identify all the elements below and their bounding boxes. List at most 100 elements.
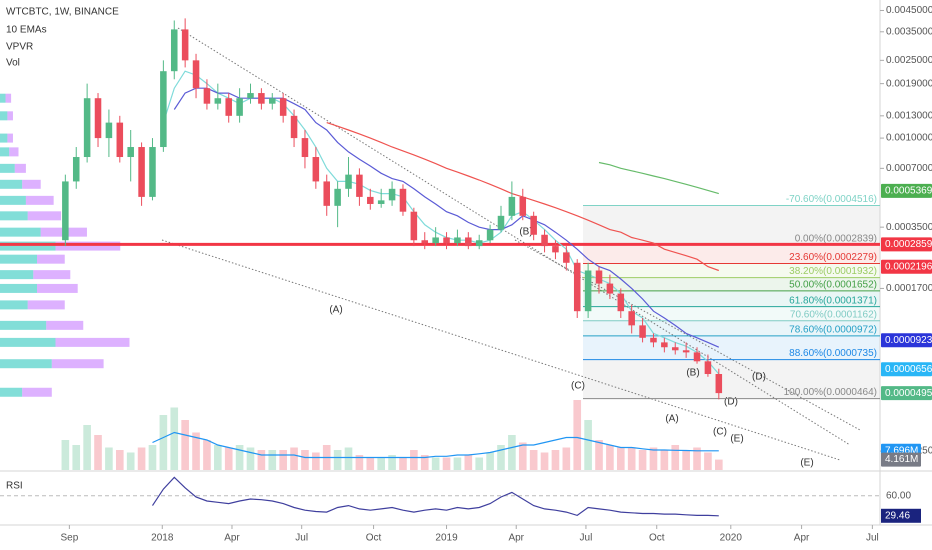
volume-bar (671, 445, 680, 470)
candle-body (628, 311, 635, 326)
volume-bar (649, 447, 658, 470)
volume-bar (584, 420, 592, 470)
symbol-title: WTCBTC, 1W, BINANCE (6, 7, 119, 18)
price-tag-label: 0.0002859 (885, 239, 932, 250)
vpvr-down (22, 179, 41, 189)
candle-body (410, 211, 418, 241)
candle-body (356, 174, 363, 197)
price-tag-label: 0.0000656 (885, 364, 932, 375)
price-tag (881, 183, 932, 198)
vpvr-down (7, 111, 13, 121)
volume-bar (704, 452, 712, 470)
vpvr-down (27, 211, 62, 221)
volume-bar (377, 457, 385, 470)
volume-bar (464, 455, 473, 470)
x-tick-label: Apr (224, 533, 240, 544)
vpvr-down (51, 359, 104, 369)
volume-bar (344, 447, 353, 470)
vpvr-up (0, 163, 15, 173)
candle-body (432, 237, 439, 244)
volume-bar (518, 442, 527, 470)
vpvr-up (0, 359, 52, 369)
candle-body (345, 174, 352, 189)
candle-body (94, 98, 102, 139)
wave-label: (C) (571, 381, 585, 392)
x-tick-label: 2019 (435, 533, 458, 544)
vpvr-up (0, 179, 23, 189)
y-tick-label: 0.0013000 (886, 110, 932, 121)
candle-body (639, 325, 646, 338)
volume-bar (638, 450, 647, 470)
volume-bar (595, 440, 603, 470)
rsi-title: RSI (6, 481, 23, 492)
volume-bar (312, 452, 320, 470)
volume-bar (355, 455, 364, 470)
indicator-name: VPVR (6, 42, 33, 53)
volume-bar (551, 450, 560, 470)
fib-band (583, 290, 880, 307)
y-tick-label: 0.0001700 (886, 283, 932, 294)
rsi-tag (881, 508, 921, 523)
candle-body (606, 283, 614, 294)
candle-body (584, 270, 592, 312)
wave-label: (E) (800, 458, 813, 469)
candle-body (192, 60, 200, 89)
volume-bar (301, 450, 309, 470)
price-tag-label: 4.161M (885, 454, 918, 465)
volume-bar (268, 450, 277, 470)
fib-label: 38.20%(0.0001932) (789, 266, 877, 277)
vpvr-up (0, 133, 8, 143)
vpvr-down (37, 254, 65, 264)
vpvr-up (0, 337, 56, 347)
candle-body (617, 293, 625, 312)
candle-body (530, 215, 537, 235)
volume-bar (214, 445, 222, 470)
candle-body (497, 215, 505, 230)
candle-body (475, 240, 483, 247)
x-tick-label: Sep (60, 533, 78, 544)
vpvr-up (0, 387, 23, 397)
candle-body (181, 29, 189, 61)
candle-body (279, 98, 287, 116)
volume-bar (148, 445, 157, 470)
price-tag-label: 0.0005369 (885, 185, 932, 196)
volume-bar (257, 450, 266, 470)
candle-body (650, 337, 657, 343)
fib-band (583, 263, 880, 278)
candle-body (83, 98, 91, 158)
wave-label: (D) (724, 397, 738, 408)
y-tick-label: 0.0045000 (886, 5, 932, 16)
vpvr-down (25, 195, 54, 205)
price-tag (881, 237, 932, 252)
candle-body (203, 88, 211, 104)
candle-body (573, 262, 581, 312)
ema-line (598, 161, 719, 195)
wave-label: (A) (665, 414, 678, 425)
vpvr-up (0, 283, 37, 293)
fib-label: 23.60%(0.0002279) (789, 252, 877, 263)
vpvr-down (7, 133, 13, 143)
fib-band (583, 359, 880, 399)
volume-bar (573, 400, 582, 470)
volume-ma (152, 431, 719, 459)
fib-label: -70.60%(0.0004516) (786, 194, 877, 205)
volume-bar (137, 447, 146, 470)
wave-label: (E) (730, 434, 743, 445)
under-layer (0, 93, 880, 470)
candle-body (486, 229, 494, 241)
volume-bar (126, 452, 135, 470)
candle-body (247, 93, 254, 99)
candle-body (127, 147, 134, 158)
fib-band (583, 244, 880, 264)
vpvr-down (9, 147, 19, 157)
rsi-line (151, 476, 719, 517)
wave-label: (D) (752, 372, 766, 383)
volume-bar (453, 457, 462, 470)
candle-body (671, 347, 679, 351)
vpvr-down (14, 163, 26, 173)
volume-bar (61, 440, 70, 470)
candle-body (519, 196, 527, 216)
candle-body (715, 374, 723, 394)
